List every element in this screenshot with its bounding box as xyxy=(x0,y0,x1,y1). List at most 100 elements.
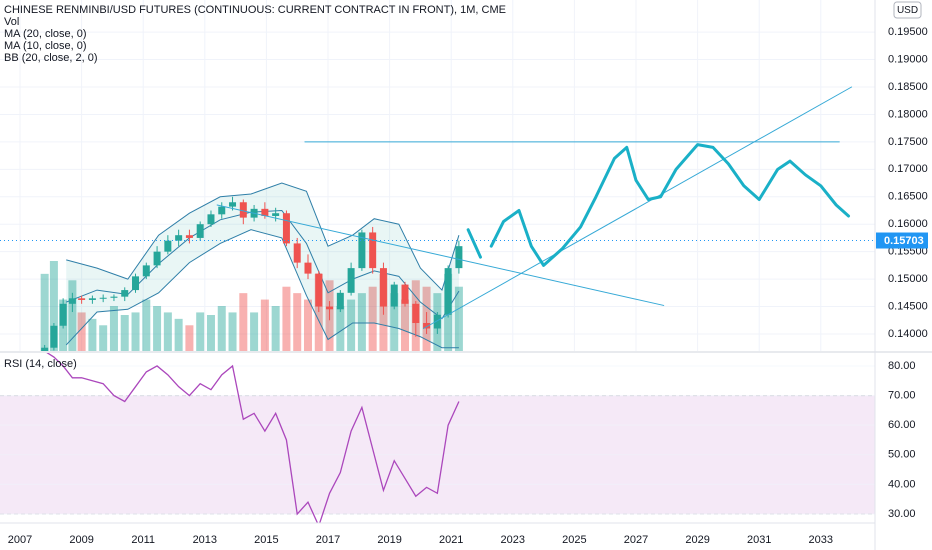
y-tick-label: 70.00 xyxy=(888,389,916,401)
candle-body xyxy=(315,273,323,307)
band-line xyxy=(66,182,460,292)
candle-body xyxy=(218,206,226,215)
y-tick-label: 0.19500 xyxy=(888,26,928,38)
volume-bar xyxy=(239,293,248,351)
candle-body xyxy=(347,268,355,293)
rsi-title: RSI (14, close) xyxy=(4,358,77,370)
volume-bar xyxy=(228,312,237,351)
candle-body xyxy=(336,292,344,310)
x-tick-label: 2019 xyxy=(377,534,401,546)
volume-bar xyxy=(314,273,323,351)
x-tick-label: 2009 xyxy=(69,534,93,546)
candle-body xyxy=(142,265,150,277)
currency[interactable]: USD xyxy=(897,5,918,16)
x-tick-label: 2013 xyxy=(193,534,217,546)
candle-body xyxy=(444,268,452,315)
candle-body xyxy=(185,235,193,238)
candle-body xyxy=(358,232,366,269)
y-tick-label: 0.15000 xyxy=(888,273,928,285)
trend-line xyxy=(216,204,665,306)
candle-body xyxy=(175,235,183,241)
volume-bar xyxy=(185,325,194,351)
axes: 0.14000 0.14500 0.15000 0.15500 0.16000 0.165… xyxy=(8,26,928,546)
y-tick-label: 0.18000 xyxy=(888,108,928,120)
x-tick-label: 2017 xyxy=(316,534,340,546)
volume-bar xyxy=(77,312,86,351)
volume-bar xyxy=(454,286,463,351)
volume-bar xyxy=(282,286,291,351)
volume-bar xyxy=(390,293,399,351)
x-tick-label: 2031 xyxy=(747,534,771,546)
volume-bar xyxy=(49,261,58,351)
candle-body xyxy=(412,303,420,324)
candle-body xyxy=(78,298,86,300)
volume-bar xyxy=(206,315,215,351)
volume-bar xyxy=(260,299,269,351)
brush-drawing xyxy=(466,228,482,259)
candle-body xyxy=(401,284,409,304)
candle-body xyxy=(369,232,377,269)
candle-body xyxy=(50,325,58,348)
x-tick-label: 2033 xyxy=(809,534,833,546)
candle-body xyxy=(282,213,290,244)
x-tick-label: 2025 xyxy=(562,534,586,546)
candle-body xyxy=(153,251,161,266)
candle-body xyxy=(196,224,204,238)
volume-bar xyxy=(88,318,97,351)
x-tick-label: 2021 xyxy=(439,534,463,546)
trend-line xyxy=(422,86,853,329)
y-tick-label: 0.16000 xyxy=(888,218,928,230)
x-tick-label: 2027 xyxy=(624,534,648,546)
band-line xyxy=(65,229,459,349)
candle-body xyxy=(88,298,96,300)
candle-body xyxy=(390,284,398,307)
y-tick-label: 0.17000 xyxy=(888,163,928,175)
y-tick-label: 0.18500 xyxy=(888,81,928,93)
volume-bar xyxy=(250,312,259,351)
candle-body xyxy=(164,240,172,252)
volume-bar xyxy=(357,293,366,351)
candle-body xyxy=(41,347,49,351)
candle-body xyxy=(293,243,301,263)
brush-drawing xyxy=(489,143,851,267)
candle-body xyxy=(132,276,140,291)
price-pane xyxy=(0,0,875,351)
candle-body xyxy=(68,298,76,304)
x-tick-label: 2029 xyxy=(685,534,709,546)
candle-body xyxy=(229,202,237,207)
volume-bar xyxy=(109,306,118,351)
candle-body xyxy=(272,213,280,216)
rsi-pane xyxy=(0,353,875,523)
volume-bar xyxy=(40,273,49,351)
y-tick-label: 0.19000 xyxy=(888,53,928,65)
y-tick-label: 0.14500 xyxy=(888,300,928,312)
volume-bar xyxy=(303,299,312,351)
y-tick-label: 0.17500 xyxy=(888,136,928,148)
x-tick-label: 2023 xyxy=(501,534,525,546)
volume-bar xyxy=(368,286,377,351)
legend-item: Vol xyxy=(4,16,19,28)
candle-body xyxy=(121,290,129,297)
legend-item: MA (10, close, 0) xyxy=(4,40,87,52)
candle-body xyxy=(261,208,269,216)
volume-bar xyxy=(68,280,77,351)
candle-body xyxy=(379,268,387,307)
candle-body xyxy=(110,296,118,298)
volume-bar xyxy=(336,306,345,351)
currency-box[interactable] xyxy=(893,1,922,19)
y-tick-label: 60.00 xyxy=(888,419,916,431)
y-tick-label: 0.14000 xyxy=(888,328,928,340)
volume-bar xyxy=(174,318,183,351)
candle-body xyxy=(99,297,107,299)
y-tick-label: 40.00 xyxy=(888,478,916,490)
y-tick-label: 0.15500 xyxy=(888,246,928,258)
volume-bar xyxy=(196,312,205,351)
x-tick-label: 2015 xyxy=(254,534,278,546)
volume-bar xyxy=(142,299,151,351)
volume-bar xyxy=(217,306,226,351)
candle-body xyxy=(304,262,312,274)
volume-bar xyxy=(347,299,356,351)
band-line xyxy=(66,209,460,320)
